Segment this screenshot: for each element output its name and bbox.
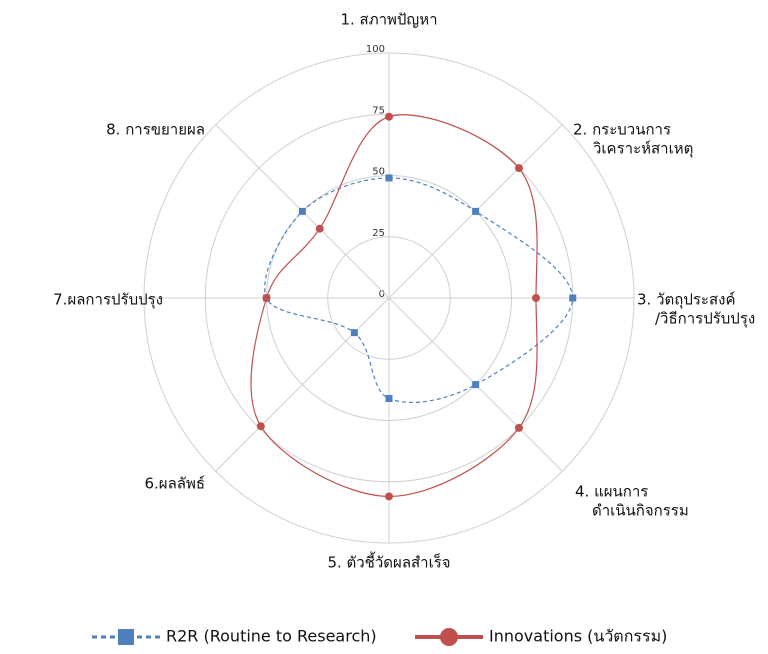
marker [298, 207, 306, 215]
category-label: วิเคราะห์สาเหตุ [592, 140, 693, 159]
marker [472, 381, 480, 389]
category-label: 8. การขยายผล [106, 121, 205, 139]
r-tick-label: 100 [366, 44, 385, 55]
series-line [250, 114, 538, 498]
marker [315, 224, 324, 233]
marker [514, 164, 523, 173]
category-label: 6.ผลลัพธ์ [144, 475, 205, 493]
legend-marker [440, 628, 458, 646]
marker [385, 394, 393, 402]
marker [472, 207, 480, 215]
legend-label: Innovations (นวัตกรรม) [489, 627, 667, 646]
category-label: 4. แผนการ [575, 483, 648, 501]
category-label: 1. สภาพปัญหา [340, 11, 437, 29]
spoke [215, 297, 390, 472]
marker [350, 329, 358, 337]
r-tick-label: 75 [372, 105, 385, 116]
r-tick-label: 0 [379, 289, 385, 300]
legend-marker [118, 629, 134, 645]
category-label: 5. ตัวชี้วัดผลสำเร็จ [327, 552, 450, 572]
marker [569, 294, 577, 302]
marker [256, 422, 265, 431]
marker [262, 294, 271, 302]
category-label: 7.ผลการปรับปรุง [53, 291, 163, 310]
marker [385, 492, 393, 501]
r-tick-label: 25 [372, 228, 385, 239]
category-label: ดำเนินกิจกรรม [592, 502, 689, 520]
marker [385, 112, 393, 121]
marker [385, 174, 393, 182]
category-label: /วิธีการปรับปรุง [655, 310, 755, 329]
category-label: 2. กระบวนการ [573, 121, 671, 139]
category-label: 3. วัตถุประสงค์ [637, 291, 735, 310]
r-tick-label: 50 [372, 167, 385, 178]
marker [532, 294, 540, 302]
marker [514, 423, 523, 432]
series-line [264, 177, 574, 404]
legend-label: R2R (Routine to Research) [166, 627, 377, 646]
